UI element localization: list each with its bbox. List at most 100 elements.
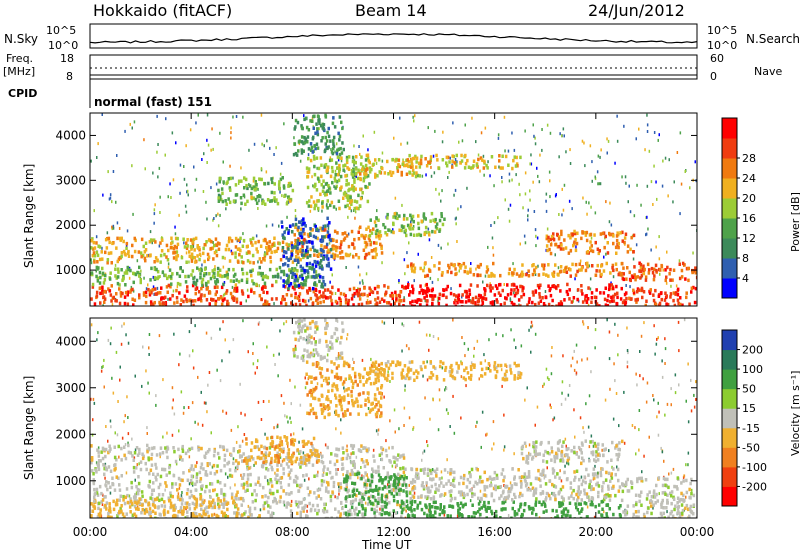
region-0-cell: [376, 296, 380, 300]
region-14-cell: [229, 176, 232, 181]
region-2-cell: [287, 451, 290, 456]
region-0-cell: [153, 446, 156, 450]
region-14-cell: [218, 180, 221, 184]
region-10-cell: [329, 203, 332, 208]
region-12-cell: [429, 160, 432, 164]
echo-cell: [222, 320, 224, 324]
region-0-cell: [246, 483, 249, 488]
region-4-cell: [172, 251, 175, 255]
region-0-cell: [166, 290, 169, 294]
region-4-cell: [98, 257, 102, 262]
region-3-cell: [116, 281, 120, 286]
region-4-cell: [237, 238, 241, 242]
region-0-cell: [226, 462, 229, 466]
region-15-cell: [420, 219, 423, 223]
region-0-cell: [181, 444, 184, 449]
region-0-cell: [384, 448, 388, 453]
echo-cell: [343, 386, 345, 390]
region-4-cell: [281, 240, 285, 244]
region-12-cell: [513, 155, 516, 159]
region-0-cell: [173, 301, 176, 305]
echo-cell: [345, 266, 347, 269]
region-10-cell: [336, 155, 340, 159]
echo-cell: [95, 269, 97, 273]
region-9-cell: [319, 261, 322, 265]
region-0-cell: [154, 292, 157, 296]
region-0-cell: [345, 456, 349, 461]
region-9-cell: [289, 256, 293, 260]
region-4-cell: [175, 255, 178, 259]
region-0-cell: [287, 483, 291, 487]
region-4-cell: [110, 261, 113, 265]
region-13-cell: [294, 118, 298, 123]
region-15-cell: [434, 217, 437, 222]
region-1-cell: [563, 298, 566, 302]
region-9-cell: [296, 241, 300, 245]
echo-cell: [693, 393, 695, 397]
region-10-cell: [354, 187, 357, 191]
region-5-cell: [331, 238, 334, 243]
region-0-cell: [168, 463, 172, 468]
region-0-cell: [212, 453, 216, 458]
echo-cell: [112, 224, 115, 228]
region-0-cell: [147, 484, 150, 488]
region-9-cell: [313, 248, 316, 253]
region-1-cell: [515, 285, 519, 290]
echo-cell: [657, 433, 660, 437]
region-7-cell: [632, 250, 635, 254]
region-1-cell: [218, 504, 221, 509]
echo-cell: [309, 209, 312, 213]
region-0-cell: [92, 472, 95, 476]
region-8-cell: [683, 263, 686, 267]
region-1-cell: [114, 503, 118, 507]
region-5-cell: [365, 227, 368, 231]
region-0-cell: [133, 298, 137, 302]
region-0-cell: [235, 297, 239, 301]
region-0-cell: [387, 285, 390, 290]
region-7-cell: [589, 246, 592, 250]
region-11-cell: [345, 160, 349, 165]
region-9-cell: [287, 247, 290, 251]
echo-cell: [560, 479, 563, 483]
region-13-cell: [315, 142, 319, 146]
region-0-cell: [203, 455, 207, 460]
echo-cell: [111, 200, 113, 204]
region-0-cell: [141, 456, 145, 461]
region-0-cell: [302, 474, 305, 478]
region-4-cell: [190, 245, 193, 249]
region-6-cell: [612, 268, 615, 273]
region-11-cell: [415, 171, 418, 175]
region-0-cell: [345, 499, 348, 503]
region-1-cell: [476, 284, 479, 288]
echo-cell: [609, 201, 611, 205]
region-9-cell: [302, 253, 306, 257]
echo-cell: [322, 224, 324, 228]
region-0-cell: [338, 488, 341, 493]
echo-cell: [575, 371, 578, 375]
region-3-cell: [213, 272, 216, 276]
region-0-cell: [214, 292, 217, 297]
region-0-cell: [367, 447, 370, 451]
region-4-cell: [148, 240, 152, 244]
echo-cell: [283, 401, 285, 405]
region-14-cell: [254, 180, 257, 184]
region-2-cell: [276, 445, 279, 449]
echo-cell: [359, 152, 361, 156]
region-4-cell: [176, 242, 180, 247]
region-13-cell: [313, 144, 316, 148]
echo-cell: [124, 443, 127, 446]
echo-cell: [327, 226, 330, 230]
region-4-cell: [108, 240, 111, 245]
region-3-cell: [275, 279, 278, 284]
region-9-cell: [282, 263, 285, 267]
region-5-cell: [365, 252, 368, 257]
echo-cell: [534, 332, 537, 336]
region-3-cell: [179, 266, 182, 270]
region-4-cell: [106, 261, 109, 265]
region-0-cell: [185, 492, 189, 496]
nave-tick-bottom: 0: [710, 70, 717, 83]
region-9-cell: [311, 245, 315, 249]
region-14-cell: [253, 185, 256, 190]
region-7-cell: [571, 232, 574, 237]
region-0-cell: [260, 297, 263, 302]
